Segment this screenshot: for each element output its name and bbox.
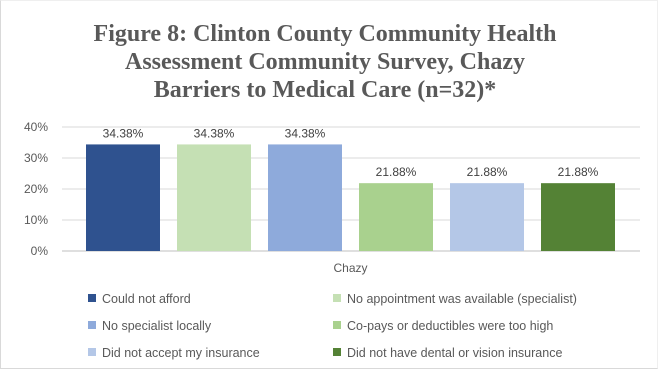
legend-label: Could not afford bbox=[102, 292, 191, 306]
legend-swatch bbox=[88, 321, 96, 329]
legend-item: No appointment was available (specialist… bbox=[333, 291, 577, 307]
legend-label: Did not have dental or vision insurance bbox=[347, 346, 563, 360]
bar bbox=[268, 144, 342, 251]
chart-title: Figure 8: Clinton County Community Healt… bbox=[30, 20, 620, 104]
y-tick-label: 20% bbox=[24, 182, 48, 196]
data-label: 21.88% bbox=[467, 165, 508, 179]
y-tick-label: 40% bbox=[24, 120, 48, 134]
y-tick-label: 30% bbox=[24, 151, 48, 165]
bar bbox=[541, 183, 615, 251]
legend-item: Co-pays or deductibles were too high bbox=[333, 318, 553, 334]
legend-label: Co-pays or deductibles were too high bbox=[347, 319, 554, 333]
legend-swatch bbox=[333, 294, 341, 302]
legend-label: Did not accept my insurance bbox=[102, 346, 260, 360]
x-axis-category-label: Chazy bbox=[333, 261, 367, 275]
data-label: 34.38% bbox=[285, 126, 326, 140]
legend-swatch bbox=[333, 321, 341, 329]
legend-label: No appointment was available (specialist… bbox=[347, 292, 577, 306]
y-axis-tick-labels: 0% 10% 20% 30% 40% bbox=[24, 120, 48, 258]
data-label: 34.38% bbox=[194, 126, 235, 140]
legend-item: Could not afford bbox=[88, 291, 191, 307]
data-label: 21.88% bbox=[376, 165, 417, 179]
y-tick-label: 10% bbox=[24, 213, 48, 227]
legend-item: Did not have dental or vision insurance bbox=[333, 345, 562, 361]
data-label: 34.38% bbox=[103, 126, 144, 140]
legend-item: Did not accept my insurance bbox=[88, 345, 260, 361]
bar bbox=[450, 183, 524, 251]
legend-label: No specialist locally bbox=[102, 319, 212, 333]
data-labels: 34.38% 34.38% 34.38% 21.88% 21.88% 21.88% bbox=[103, 126, 599, 179]
legend-swatch bbox=[333, 348, 341, 356]
chart-title-line-3: Barriers to Medical Care (n=32)* bbox=[153, 77, 497, 103]
data-label: 21.88% bbox=[558, 165, 599, 179]
bar bbox=[86, 144, 160, 251]
legend-swatch bbox=[88, 294, 96, 302]
chart-title-line-2: Assessment Community Survey, Chazy bbox=[124, 49, 525, 75]
bar bbox=[177, 144, 251, 251]
bar bbox=[359, 183, 433, 251]
y-tick-label: 0% bbox=[31, 244, 49, 258]
legend-swatch bbox=[88, 348, 96, 356]
legend-item: No specialist locally bbox=[88, 318, 211, 334]
bars bbox=[86, 144, 615, 251]
chart-title-line-1: Figure 8: Clinton County Community Healt… bbox=[93, 21, 557, 47]
